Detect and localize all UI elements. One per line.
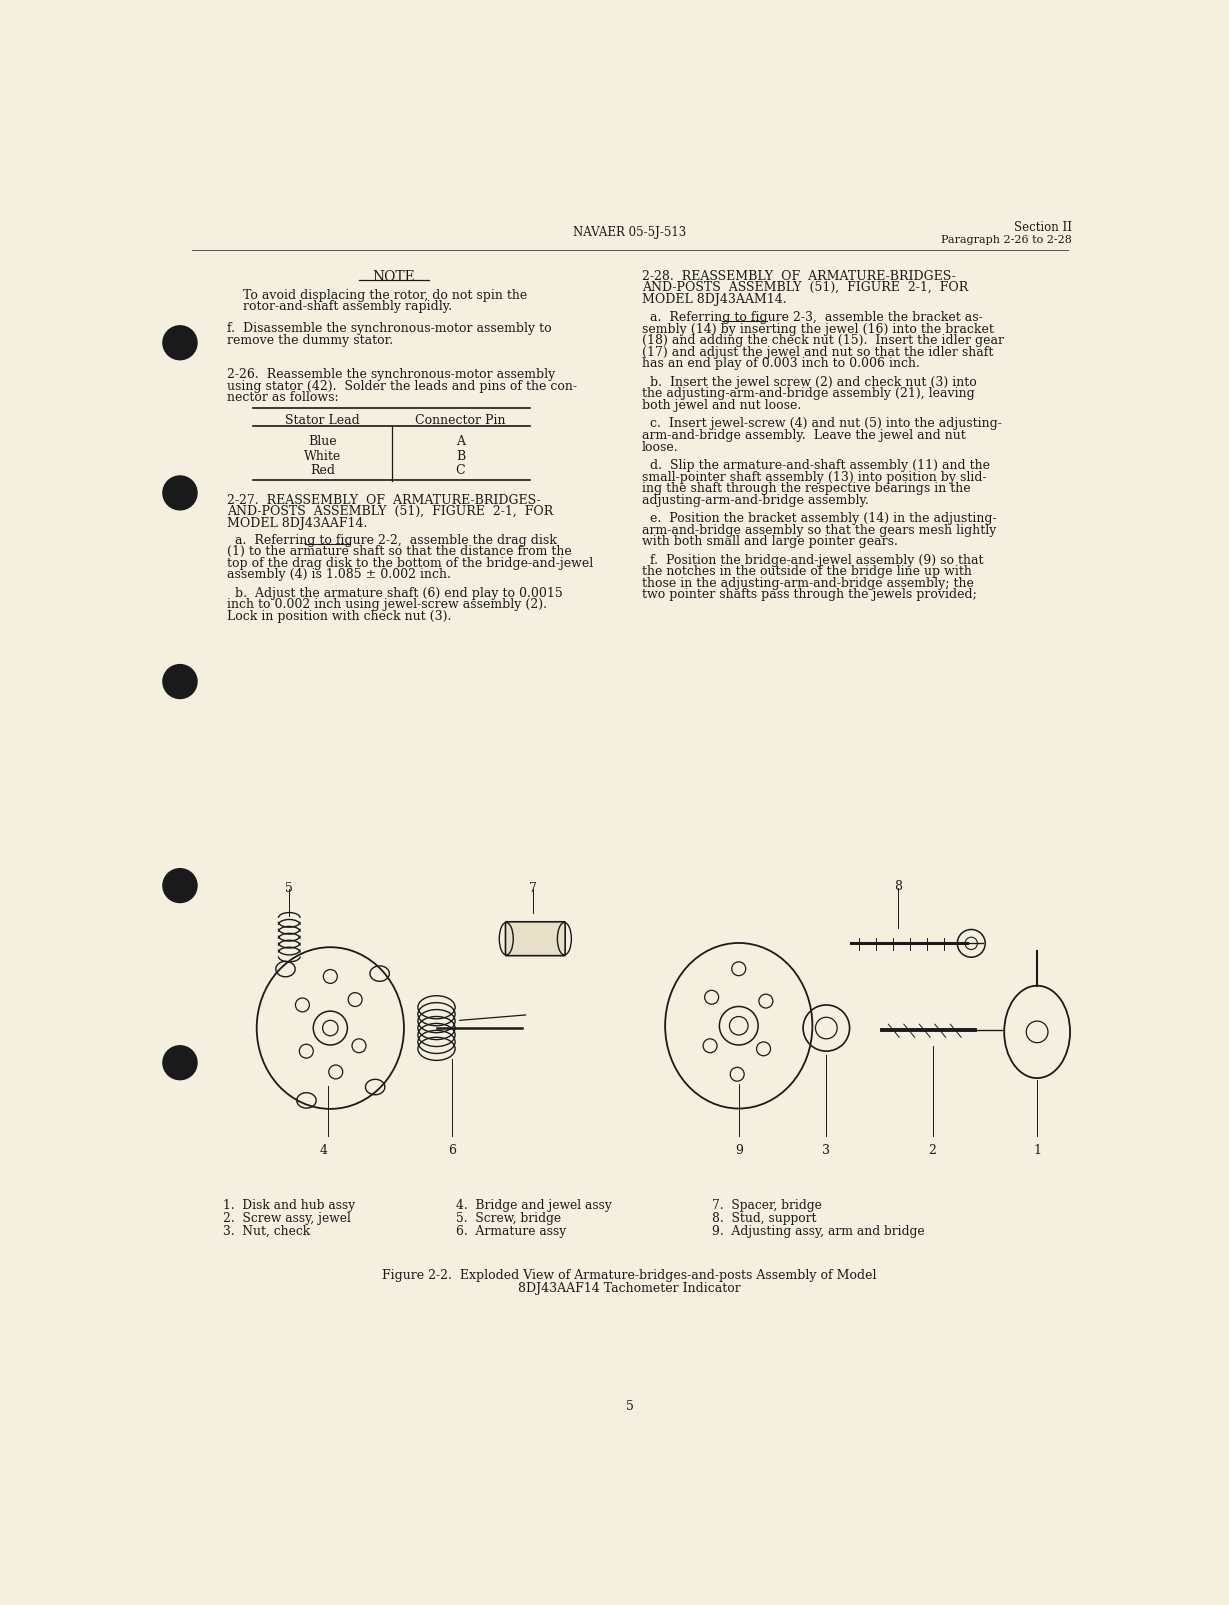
Text: Lock in position with check nut (3).: Lock in position with check nut (3). xyxy=(227,610,451,623)
Text: d.  Slip the armature-and-shaft assembly (11) and the: d. Slip the armature-and-shaft assembly … xyxy=(642,459,989,472)
Text: top of the drag disk to the bottom of the bridge-and-jewel: top of the drag disk to the bottom of th… xyxy=(227,557,594,570)
Text: with both small and large pointer gears.: with both small and large pointer gears. xyxy=(642,534,897,549)
Text: Paragraph 2-26 to 2-28: Paragraph 2-26 to 2-28 xyxy=(941,236,1072,246)
Text: Stator Lead: Stator Lead xyxy=(285,414,360,427)
Text: A: A xyxy=(456,435,465,448)
FancyBboxPatch shape xyxy=(505,921,565,955)
Text: 8: 8 xyxy=(893,880,902,894)
Text: has an end play of 0.003 inch to 0.006 inch.: has an end play of 0.003 inch to 0.006 i… xyxy=(642,358,919,371)
Text: 2.  Screw assy, jewel: 2. Screw assy, jewel xyxy=(224,1212,351,1225)
Text: 4: 4 xyxy=(320,1143,328,1157)
Text: f.  Disassemble the synchronous-motor assembly to: f. Disassemble the synchronous-motor ass… xyxy=(227,323,552,335)
Text: b.  Insert the jewel screw (2) and check nut (3) into: b. Insert the jewel screw (2) and check … xyxy=(642,376,977,388)
Text: 3.  Nut, check: 3. Nut, check xyxy=(224,1225,311,1237)
Text: ing the shaft through the respective bearings in the: ing the shaft through the respective bea… xyxy=(642,482,971,494)
Circle shape xyxy=(163,664,197,698)
Text: sembly (14) by inserting the jewel (16) into the bracket: sembly (14) by inserting the jewel (16) … xyxy=(642,323,994,335)
Text: b.  Adjust the armature shaft (6) end play to 0.0015: b. Adjust the armature shaft (6) end pla… xyxy=(227,587,563,600)
Text: C: C xyxy=(456,464,466,477)
Text: 2-27.  REASSEMBLY  OF  ARMATURE-BRIDGES-: 2-27. REASSEMBLY OF ARMATURE-BRIDGES- xyxy=(227,494,541,507)
Text: AND-POSTS  ASSEMBLY  (51),  FIGURE  2-1,  FOR: AND-POSTS ASSEMBLY (51), FIGURE 2-1, FOR xyxy=(227,506,553,518)
Text: assembly (4) is 1.085 ± 0.002 inch.: assembly (4) is 1.085 ± 0.002 inch. xyxy=(227,568,451,581)
Circle shape xyxy=(163,326,197,360)
Text: using stator (42).  Solder the leads and pins of the con-: using stator (42). Solder the leads and … xyxy=(227,380,578,393)
Text: both jewel and nut loose.: both jewel and nut loose. xyxy=(642,400,801,412)
Text: a.  Referring to figure 2-2,  assemble the drag disk: a. Referring to figure 2-2, assemble the… xyxy=(227,534,557,547)
Text: (1) to the armature shaft so that the distance from the: (1) to the armature shaft so that the di… xyxy=(227,546,571,559)
Text: nector as follows:: nector as follows: xyxy=(227,392,339,404)
Text: 5.  Screw, bridge: 5. Screw, bridge xyxy=(456,1212,560,1225)
Text: (18) and adding the check nut (15).  Insert the idler gear: (18) and adding the check nut (15). Inse… xyxy=(642,334,1004,347)
Text: 8DJ43AAF14 Tachometer Indicator: 8DJ43AAF14 Tachometer Indicator xyxy=(519,1282,741,1295)
Text: B: B xyxy=(456,449,465,462)
Text: adjusting-arm-and-bridge assembly.: adjusting-arm-and-bridge assembly. xyxy=(642,494,869,507)
Text: Blue: Blue xyxy=(308,435,337,448)
Circle shape xyxy=(163,1046,197,1080)
Text: Figure 2-2.  Exploded View of Armature-bridges-and-posts Assembly of Model: Figure 2-2. Exploded View of Armature-br… xyxy=(382,1270,876,1282)
Text: inch to 0.002 inch using jewel-screw assembly (2).: inch to 0.002 inch using jewel-screw ass… xyxy=(227,599,547,612)
Text: 9: 9 xyxy=(735,1143,742,1157)
Text: the adjusting-arm-and-bridge assembly (21), leaving: the adjusting-arm-and-bridge assembly (2… xyxy=(642,387,975,400)
Text: 7.  Spacer, bridge: 7. Spacer, bridge xyxy=(712,1199,821,1212)
Text: those in the adjusting-arm-and-bridge assembly; the: those in the adjusting-arm-and-bridge as… xyxy=(642,576,973,589)
Text: f.  Position the bridge-and-jewel assembly (9) so that: f. Position the bridge-and-jewel assembl… xyxy=(642,554,983,567)
Text: MODEL 8DJ43AAM14.: MODEL 8DJ43AAM14. xyxy=(642,292,787,305)
Text: White: White xyxy=(304,449,342,462)
Text: MODEL 8DJ43AAF14.: MODEL 8DJ43AAF14. xyxy=(227,517,367,530)
Text: NOTE: NOTE xyxy=(372,270,415,284)
Text: loose.: loose. xyxy=(642,440,678,454)
Text: small-pointer shaft assembly (13) into position by slid-: small-pointer shaft assembly (13) into p… xyxy=(642,470,987,483)
Text: 5: 5 xyxy=(626,1400,633,1412)
Text: a.  Referring to figure 2-3,  assemble the bracket as-: a. Referring to figure 2-3, assemble the… xyxy=(642,311,983,324)
Text: AND-POSTS  ASSEMBLY  (51),  FIGURE  2-1,  FOR: AND-POSTS ASSEMBLY (51), FIGURE 2-1, FOR xyxy=(642,281,968,294)
Text: 6: 6 xyxy=(449,1143,456,1157)
Text: 1.  Disk and hub assy: 1. Disk and hub assy xyxy=(224,1199,355,1212)
Text: 4.  Bridge and jewel assy: 4. Bridge and jewel assy xyxy=(456,1199,612,1212)
Text: 2-26.  Reassemble the synchronous-motor assembly: 2-26. Reassemble the synchronous-motor a… xyxy=(227,368,556,380)
Text: Section II: Section II xyxy=(1014,221,1072,234)
Text: Connector Pin: Connector Pin xyxy=(415,414,506,427)
Text: To avoid displacing the rotor, do not spin the: To avoid displacing the rotor, do not sp… xyxy=(243,289,527,302)
Text: 2: 2 xyxy=(929,1143,936,1157)
Text: 9.  Adjusting assy, arm and bridge: 9. Adjusting assy, arm and bridge xyxy=(712,1225,924,1237)
Text: 2-28.  REASSEMBLY  OF  ARMATURE-BRIDGES-: 2-28. REASSEMBLY OF ARMATURE-BRIDGES- xyxy=(642,270,956,282)
Circle shape xyxy=(163,868,197,902)
Text: NAVAER 05-5J-513: NAVAER 05-5J-513 xyxy=(573,226,686,239)
Text: e.  Position the bracket assembly (14) in the adjusting-: e. Position the bracket assembly (14) in… xyxy=(642,512,997,525)
Text: the notches in the outside of the bridge line up with: the notches in the outside of the bridge… xyxy=(642,565,972,578)
Text: c.  Insert jewel-screw (4) and nut (5) into the adjusting-: c. Insert jewel-screw (4) and nut (5) in… xyxy=(642,417,1002,430)
Text: arm-and-bridge assembly so that the gears mesh lightly: arm-and-bridge assembly so that the gear… xyxy=(642,523,997,536)
Text: two pointer shafts pass through the jewels provided;: two pointer shafts pass through the jewe… xyxy=(642,589,977,602)
Text: rotor-and-shaft assembly rapidly.: rotor-and-shaft assembly rapidly. xyxy=(243,300,452,313)
Text: (17) and adjust the jewel and nut so that the idler shaft: (17) and adjust the jewel and nut so tha… xyxy=(642,345,993,360)
Text: 7: 7 xyxy=(530,881,537,894)
Text: 5: 5 xyxy=(285,881,294,894)
Text: remove the dummy stator.: remove the dummy stator. xyxy=(227,334,393,347)
Circle shape xyxy=(163,477,197,510)
Text: Red: Red xyxy=(310,464,336,477)
Text: 1: 1 xyxy=(1034,1143,1041,1157)
Text: 6.  Armature assy: 6. Armature assy xyxy=(456,1225,567,1237)
Text: 8.  Stud, support: 8. Stud, support xyxy=(712,1212,816,1225)
Text: 3: 3 xyxy=(822,1143,831,1157)
Text: arm-and-bridge assembly.  Leave the jewel and nut: arm-and-bridge assembly. Leave the jewel… xyxy=(642,429,966,441)
